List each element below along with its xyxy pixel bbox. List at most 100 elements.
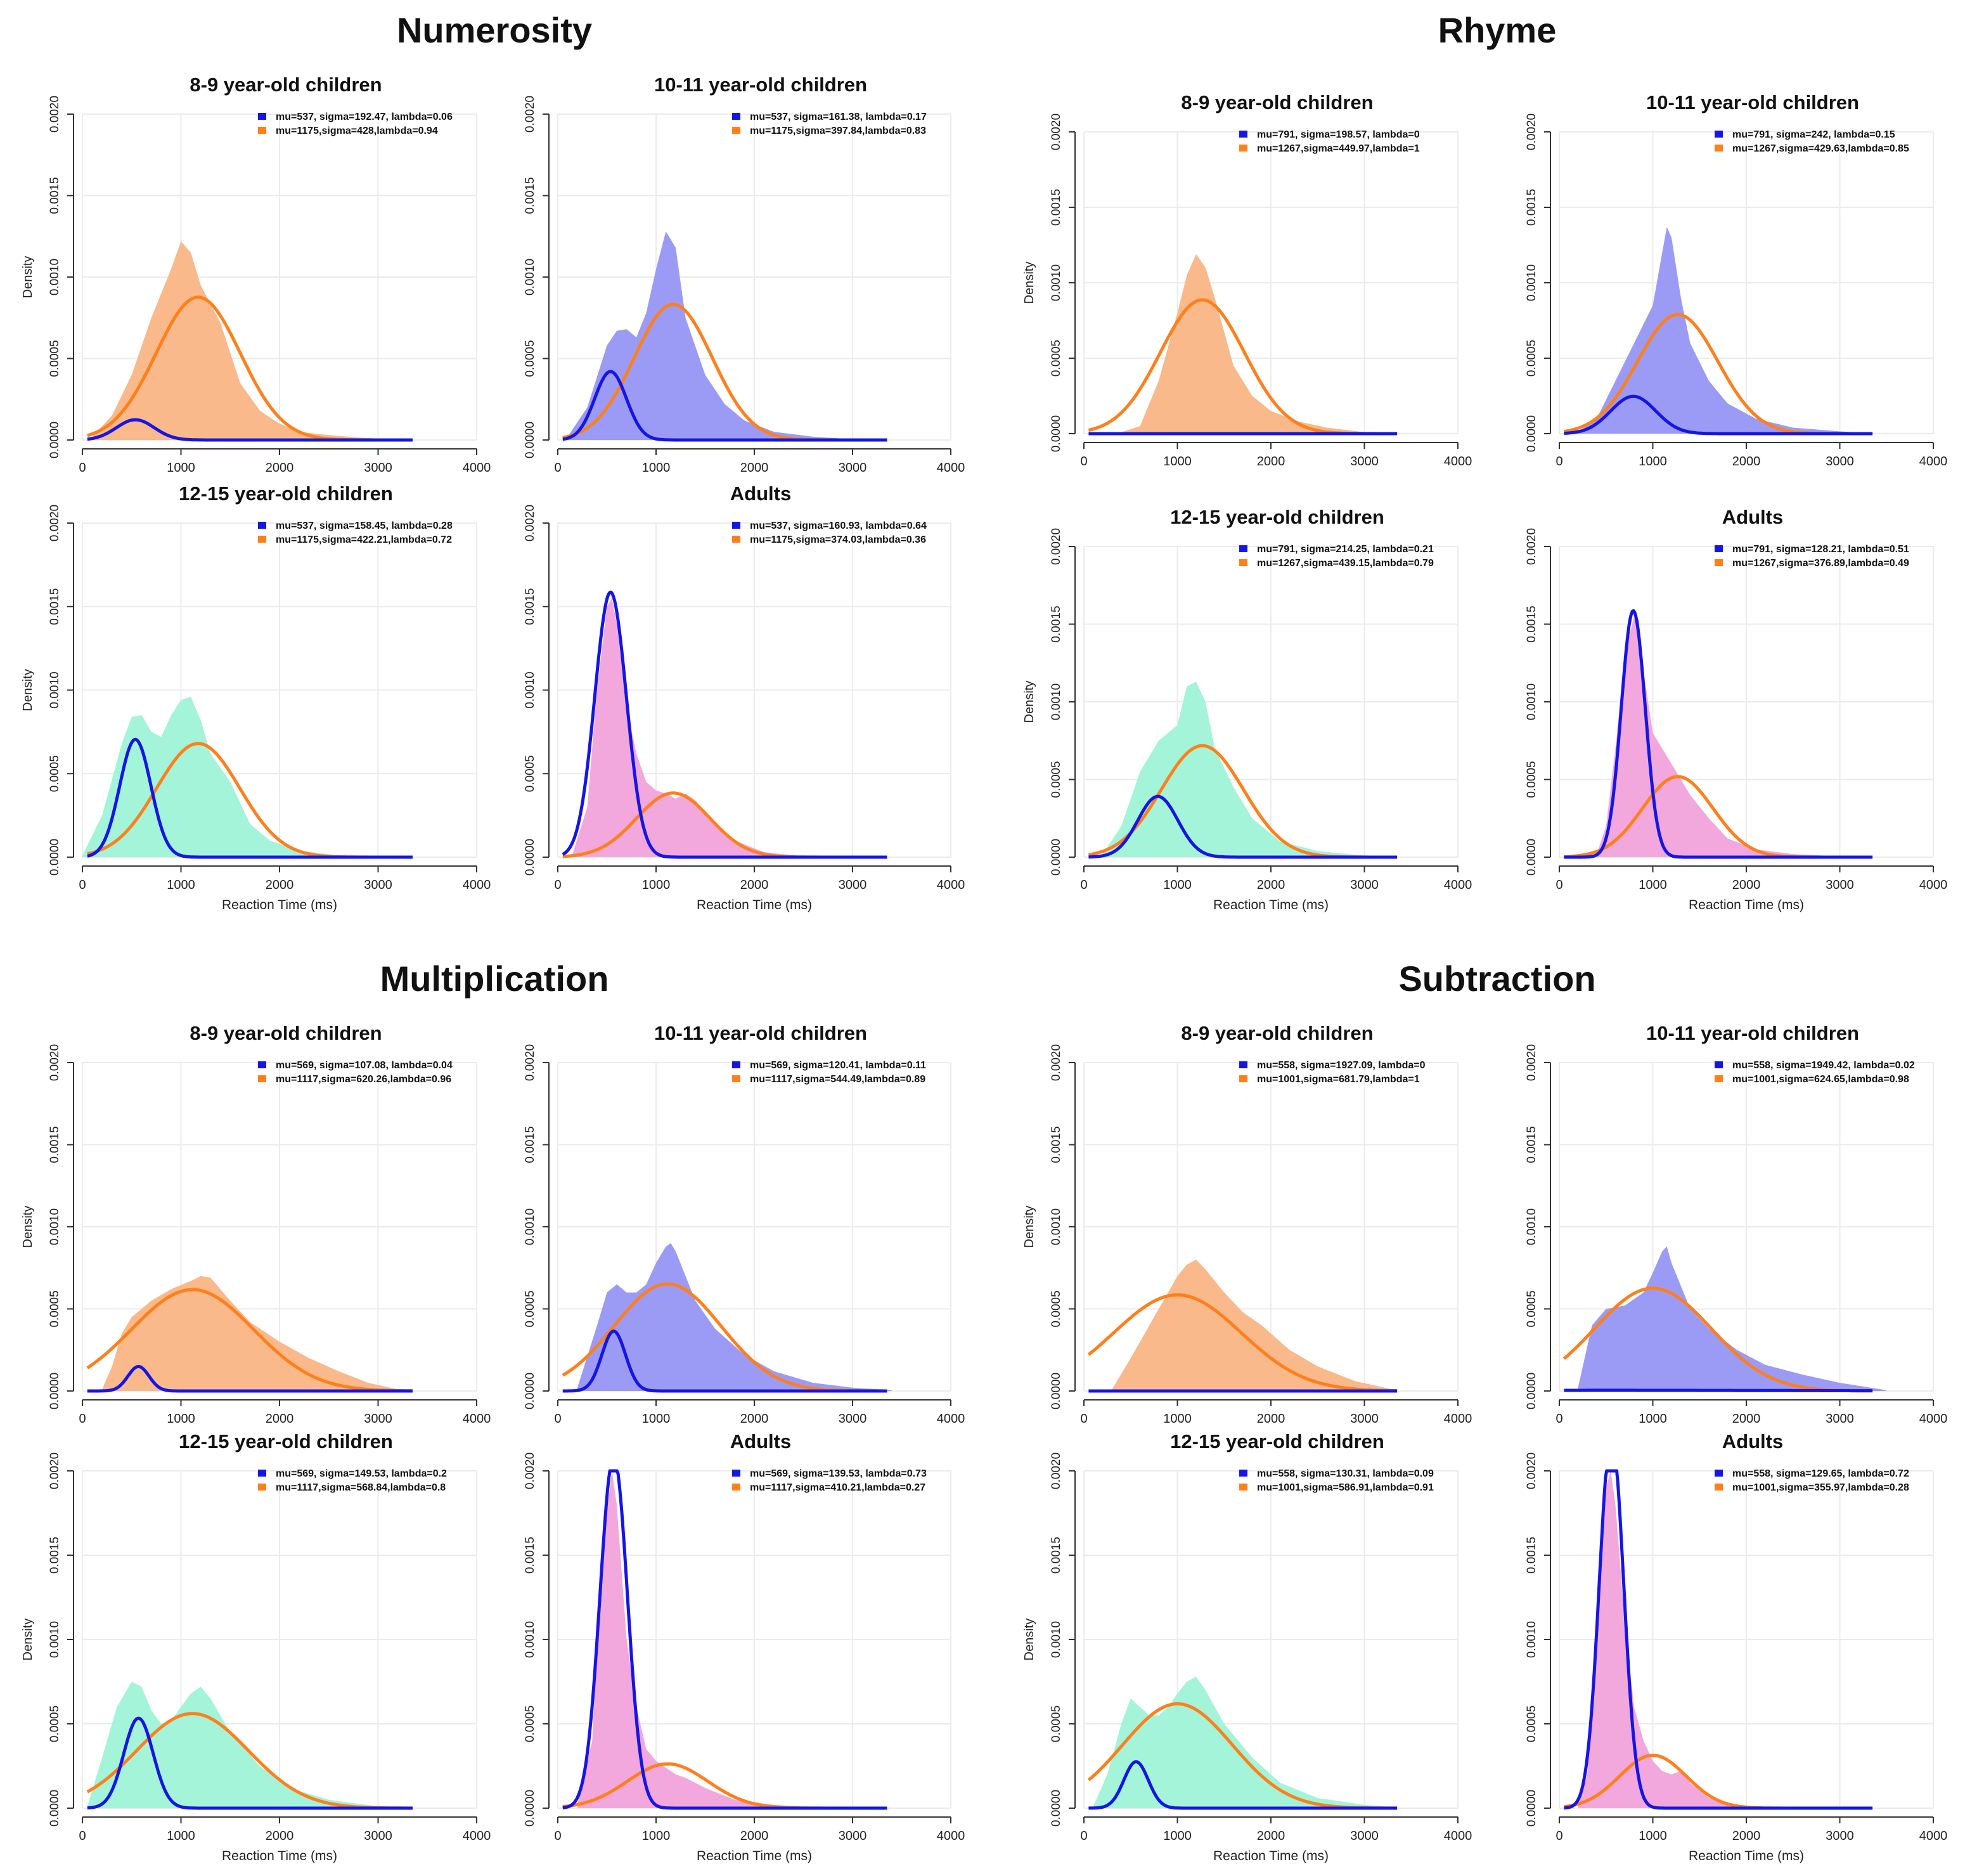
y-axis-label: Density xyxy=(21,1206,35,1248)
panel-numerosity-adults: 0 1000 2000 3000 4000 0.0000 0.0005 0.0010 0.001… xyxy=(524,482,965,912)
x-axis-label: Reaction Time (ms) xyxy=(222,898,337,912)
legend: mu=569, sigma=120.41, lambda=0.11 mu=1117… xyxy=(732,1060,926,1085)
y-tick-label: 0.0010 xyxy=(524,1621,537,1658)
panel-title: 8-9 year-old children xyxy=(1181,1022,1373,1044)
x-tick-label: 3000 xyxy=(364,461,392,475)
density-area xyxy=(1102,682,1365,857)
legend-swatch-fast xyxy=(1715,545,1723,552)
panel-multiplication-12-15-year-old-children: 0 1000 2000 3000 4000 0.0000 0.0005 0.0010 0.001… xyxy=(21,1430,491,1863)
legend-label-slow: mu=1117,sigma=568.84,lambda=0.8 xyxy=(276,1482,446,1493)
panel-multiplication-8-9-year-old-children: 0 1000 2000 3000 4000 0.0000 0.0005 0.0010 0.001… xyxy=(21,1022,491,1426)
x-tick-label: 3000 xyxy=(839,1412,867,1426)
y-tick-label: 0.0015 xyxy=(48,1126,61,1163)
legend-swatch-fast xyxy=(1239,1470,1247,1477)
legend: mu=569, sigma=107.08, lambda=0.04 mu=1117… xyxy=(258,1060,453,1085)
legend-swatch-fast xyxy=(732,1061,740,1068)
legend-swatch-slow xyxy=(1239,1075,1247,1082)
legend-swatch-slow xyxy=(258,1075,266,1082)
x-tick-label: 4000 xyxy=(1919,1829,1948,1843)
legend-swatch-slow xyxy=(732,536,740,543)
x-tick-label: 0 xyxy=(1080,1829,1087,1843)
y-tick-label: 0.0020 xyxy=(1525,1452,1538,1489)
legend-swatch-fast xyxy=(1239,1061,1247,1068)
y-tick-label: 0.0015 xyxy=(48,1537,61,1574)
y-tick-label: 0.0000 xyxy=(1525,415,1538,452)
x-tick-label: 4000 xyxy=(463,1412,491,1426)
fast-component-curve xyxy=(562,1469,887,1810)
y-tick-label: 0.0005 xyxy=(1525,761,1538,798)
legend-label-slow: mu=1117,sigma=410.21,lambda=0.27 xyxy=(750,1482,925,1493)
legend-label-fast: mu=537, sigma=192.47, lambda=0.06 xyxy=(276,112,453,122)
y-tick-label: 0.0000 xyxy=(524,1790,537,1827)
fast-component-curve xyxy=(1563,1388,1873,1393)
panel-title: 8-9 year-old children xyxy=(1181,91,1373,113)
panel-subtraction-12-15-year-old-children: 0 1000 2000 3000 4000 0.0000 0.0005 0.0010 0.001… xyxy=(1022,1430,1472,1863)
x-tick-label: 0 xyxy=(1556,1829,1562,1843)
fast-component-curve xyxy=(87,1716,413,1810)
legend: mu=558, sigma=1949.42, lambda=0.02 mu=100… xyxy=(1715,1060,1915,1085)
x-tick-label: 1000 xyxy=(1639,878,1667,892)
density-area xyxy=(567,231,853,440)
x-tick-label: 3000 xyxy=(1826,1829,1854,1843)
y-tick-label: 0.0000 xyxy=(1525,1373,1538,1409)
legend-label-slow: mu=1267,sigma=449.97,lambda=1 xyxy=(1257,143,1420,154)
density-area xyxy=(1578,1246,1887,1391)
legend-swatch-slow xyxy=(1715,1484,1723,1491)
x-tick-label: 4000 xyxy=(937,1412,965,1426)
x-tick-label: 1000 xyxy=(167,1412,195,1426)
y-tick-label: 0.0010 xyxy=(524,259,537,295)
legend-label-slow: mu=1001,sigma=681.79,lambda=1 xyxy=(1257,1074,1420,1085)
y-axis-label: Density xyxy=(1022,681,1036,723)
legend: mu=537, sigma=158.45, lambda=0.28 mu=1175… xyxy=(258,521,453,545)
panel-title: 12-15 year-old children xyxy=(1170,1430,1384,1452)
x-axis-label: Reaction Time (ms) xyxy=(1689,898,1804,912)
legend-swatch-fast xyxy=(1239,131,1247,138)
legend-label-slow: mu=1175,sigma=428,lambda=0.94 xyxy=(276,126,438,136)
legend: mu=569, sigma=139.53, lambda=0.73 mu=1117… xyxy=(732,1468,927,1493)
x-tick-label: 3000 xyxy=(364,1829,392,1843)
y-tick-label: 0.0000 xyxy=(48,839,61,876)
x-tick-label: 2000 xyxy=(266,461,294,475)
legend-swatch-slow xyxy=(732,1484,740,1491)
x-tick-label: 1000 xyxy=(1639,455,1667,469)
fast-component-curve xyxy=(562,370,887,442)
y-tick-label: 0.0015 xyxy=(48,588,61,625)
legend-swatch-slow xyxy=(1239,559,1247,566)
y-tick-label: 0.0020 xyxy=(524,505,537,541)
y-tick-label: 0.0015 xyxy=(1525,605,1538,642)
y-tick-label: 0.0000 xyxy=(1050,415,1063,452)
density-area xyxy=(1597,616,1840,857)
fast-component-curve xyxy=(562,590,887,859)
legend-swatch-fast xyxy=(1715,1470,1723,1477)
y-tick-label: 0.0020 xyxy=(48,1044,61,1081)
x-tick-label: 1000 xyxy=(642,878,671,892)
density-area xyxy=(1112,1259,1393,1391)
x-tick-label: 4000 xyxy=(937,461,965,475)
y-tick-label: 0.0005 xyxy=(1525,1290,1538,1327)
x-tick-label: 4000 xyxy=(463,878,491,892)
y-tick-label: 0.0005 xyxy=(1525,340,1538,377)
density-area xyxy=(92,241,389,440)
y-tick-label: 0.0020 xyxy=(1050,113,1063,150)
density-area xyxy=(102,1276,398,1391)
density-area xyxy=(82,697,339,857)
panel-subtraction-adults: 0 1000 2000 3000 4000 0.0000 0.0005 0.0010 0.001… xyxy=(1525,1430,1947,1863)
x-tick-label: 0 xyxy=(1080,1412,1087,1426)
legend-label-fast: mu=791, sigma=214.25, lambda=0.21 xyxy=(1257,544,1434,555)
y-tick-label: 0.0020 xyxy=(48,505,61,541)
y-tick-label: 0.0000 xyxy=(48,1373,61,1409)
legend-label-fast: mu=558, sigma=1927.09, lambda=0 xyxy=(1257,1060,1426,1071)
y-tick-label: 0.0020 xyxy=(48,1452,61,1489)
density-area xyxy=(1578,1471,1775,1808)
y-tick-label: 0.0015 xyxy=(524,1126,537,1163)
density-area xyxy=(572,598,804,857)
y-tick-label: 0.0020 xyxy=(1525,528,1538,565)
y-tick-label: 0.0015 xyxy=(1525,189,1538,226)
section-title-rhyme: Rhyme xyxy=(1438,10,1557,50)
legend-label-fast: mu=569, sigma=107.08, lambda=0.04 xyxy=(276,1060,453,1071)
legend-label-slow: mu=1001,sigma=355.97,lambda=0.28 xyxy=(1732,1482,1909,1493)
y-tick-label: 0.0000 xyxy=(524,422,537,458)
legend-label-slow: mu=1267,sigma=439.15,lambda=0.79 xyxy=(1257,558,1434,569)
y-tick-label: 0.0015 xyxy=(1050,605,1063,642)
legend-swatch-fast xyxy=(258,522,266,529)
